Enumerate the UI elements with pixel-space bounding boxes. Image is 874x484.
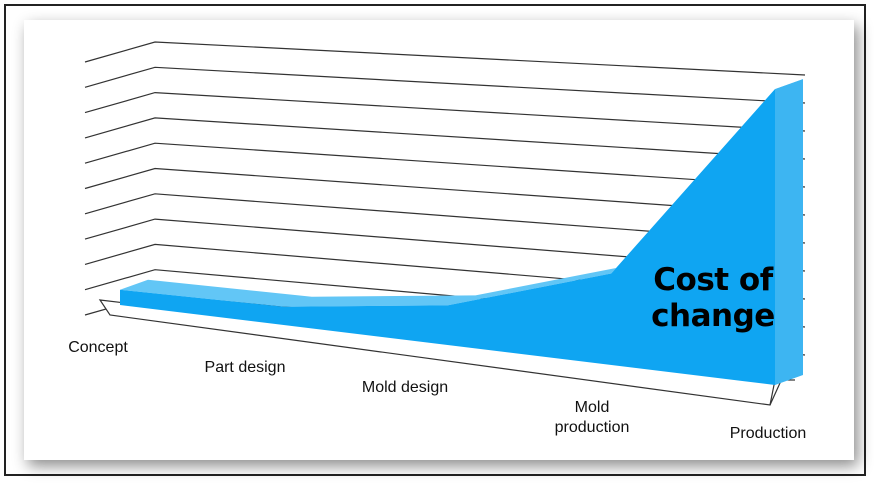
x-tick-label: Concept: [68, 339, 128, 356]
grid-line: [84, 193, 806, 244]
grid-line: [84, 91, 806, 132]
x-tick-label: Mold production: [554, 399, 630, 436]
grid-line: [84, 167, 806, 216]
grid-line: [84, 117, 806, 160]
grid-line: [84, 218, 806, 272]
x-tick-label: Mold design: [361, 379, 449, 396]
x-tick-label: Part design: [204, 359, 286, 376]
annotation: Cost of change: [651, 262, 775, 334]
area-side: [775, 79, 803, 386]
grid-line: [84, 142, 806, 188]
grid-line: [84, 66, 806, 104]
area-top: [120, 79, 803, 307]
area: [120, 89, 775, 386]
grid-line: [84, 41, 806, 76]
x-tick-label: Production: [729, 425, 807, 442]
